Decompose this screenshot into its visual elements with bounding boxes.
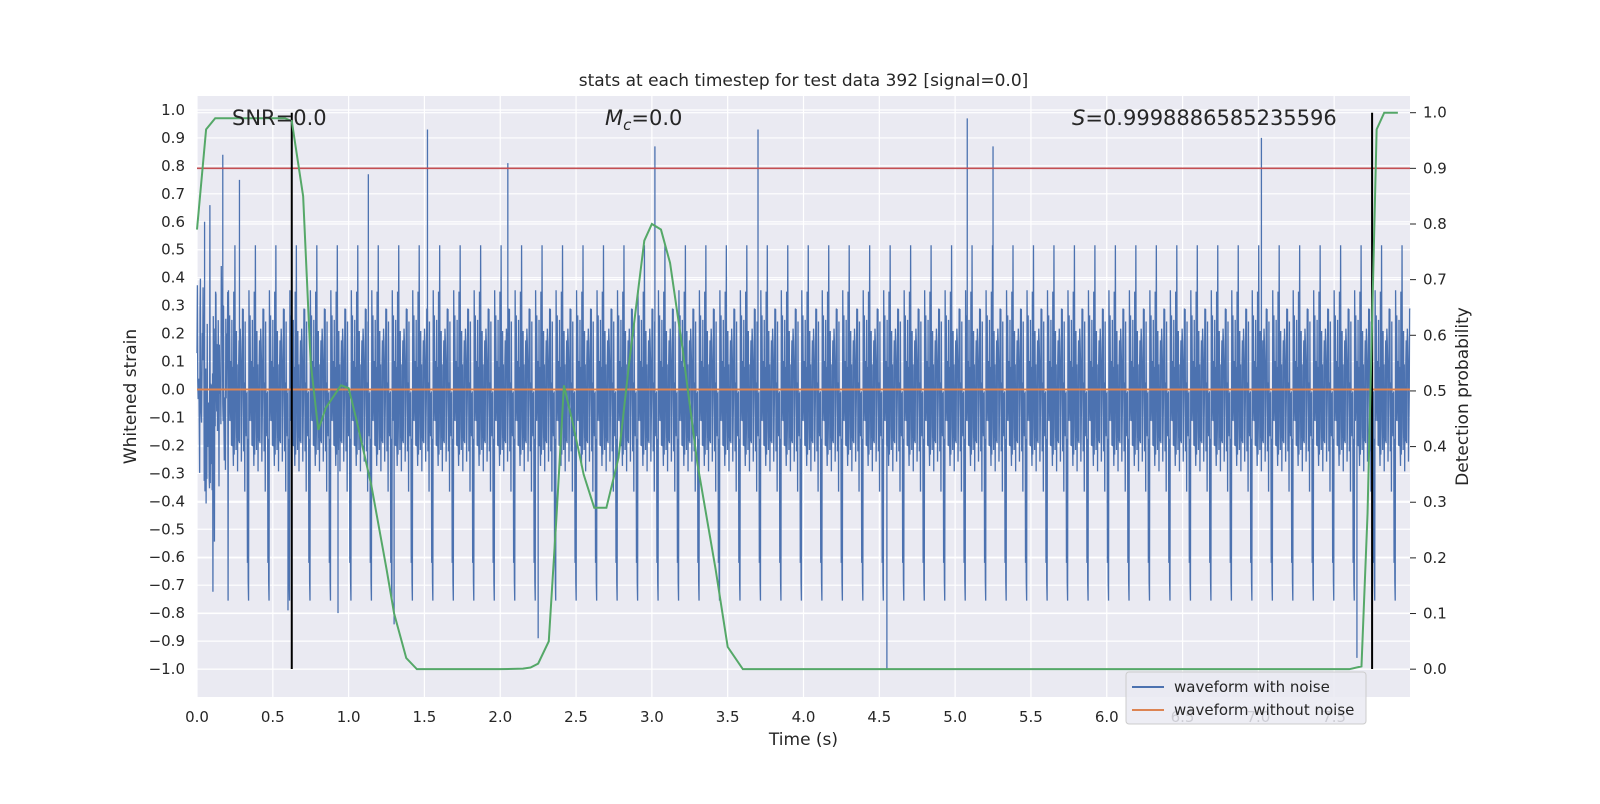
series-waveform-with-noise [196, 118, 1411, 670]
y-left-tick-label: 0.9 [161, 129, 185, 147]
y-left-tick-label: −0.1 [149, 408, 185, 426]
x-tick-label: 3.0 [640, 708, 664, 726]
y-right-tick-label: 0.3 [1423, 493, 1447, 511]
y-right-tick-label: 0.9 [1423, 159, 1447, 177]
y-left-tick-label: 0.7 [161, 185, 185, 203]
y-left-tick-label: −0.3 [149, 464, 185, 482]
y-left-tick-label: −0.4 [149, 492, 185, 510]
mc-symbol: M [605, 106, 623, 130]
legend-box [1125, 671, 1367, 725]
y-left-tick-label: 0.4 [161, 269, 185, 287]
y-axis-right-label: Detection probability [1453, 307, 1473, 486]
x-axis-label: Time (s) [768, 730, 838, 750]
s-value: =0.9998886585235596 [1085, 106, 1336, 130]
y-right-tick-label: 0.7 [1423, 271, 1447, 289]
y-right-tick-label: 0.1 [1423, 605, 1447, 623]
x-tick-label: 2.5 [564, 708, 588, 726]
y-right-tick-label: 0.6 [1423, 326, 1447, 344]
overlay-lines [197, 112, 1410, 670]
y-right-tick-label: 0.4 [1423, 438, 1447, 456]
x-tick-label: 4.5 [867, 708, 891, 726]
y-left-tick-label: −1.0 [149, 660, 185, 678]
y-left-tick-label: 0.6 [161, 213, 185, 231]
y-left-tick-label: −0.5 [149, 520, 185, 538]
y-right-tick-label: 0.0 [1423, 660, 1447, 678]
tick-labels: 0.00.51.01.52.02.53.03.54.04.55.05.56.06… [149, 101, 1447, 726]
legend-entry-without-noise: waveform without noise [1174, 701, 1354, 719]
s-annotation: S=0.9998886585235596 [1072, 106, 1337, 130]
snr-annotation: SNR=0.0 [232, 106, 327, 130]
y-left-tick-label: 1.0 [161, 101, 185, 119]
waveform-with-noise-line [196, 118, 1411, 670]
y-axis-left-label: Whitened strain [121, 329, 141, 464]
x-tick-label: 5.0 [943, 708, 967, 726]
x-tick-label: 1.5 [413, 708, 437, 726]
x-tick-label: 0.5 [261, 708, 285, 726]
y-left-tick-label: 0.1 [161, 353, 185, 371]
x-tick-label: 2.0 [488, 708, 512, 726]
s-symbol: S [1072, 106, 1085, 130]
x-tick-label: 4.0 [792, 708, 816, 726]
y-left-tick-label: −0.9 [149, 632, 185, 650]
y-left-tick-label: −0.7 [149, 576, 185, 594]
series-detection-probability [196, 111, 1398, 671]
legend: waveform with noise waveform without noi… [1125, 671, 1367, 725]
mc-annotation: Mc=0.0 [605, 106, 682, 134]
y-left-tick-label: −0.8 [149, 604, 185, 622]
y-left-tick-label: 0.0 [161, 381, 185, 399]
y-left-tick-label: 0.2 [161, 325, 185, 343]
mc-subscript: c [623, 116, 632, 134]
y-left-tick-label: −0.2 [149, 436, 185, 454]
y-right-tick-label: 0.2 [1423, 549, 1447, 567]
y-left-tick-label: 0.3 [161, 297, 185, 315]
y-right-tick-label: 0.8 [1423, 215, 1447, 233]
x-tick-label: 6.0 [1095, 708, 1119, 726]
x-tick-label: 5.5 [1019, 708, 1043, 726]
y-left-tick-label: 0.8 [161, 157, 185, 175]
y-left-tick-label: −0.6 [149, 548, 185, 566]
y-right-tick-label: 1.0 [1423, 104, 1447, 122]
x-tick-label: 1.0 [337, 708, 361, 726]
mc-value: =0.0 [631, 106, 682, 130]
y-left-tick-label: 0.5 [161, 241, 185, 259]
detection-probability-line [196, 111, 1398, 671]
y-right-tick-label: 0.5 [1423, 382, 1447, 400]
legend-entry-with-noise: waveform with noise [1174, 678, 1330, 696]
x-tick-label: 0.0 [185, 708, 209, 726]
x-tick-label: 3.5 [716, 708, 740, 726]
chart-title: stats at each timestep for test data 392… [579, 71, 1029, 91]
